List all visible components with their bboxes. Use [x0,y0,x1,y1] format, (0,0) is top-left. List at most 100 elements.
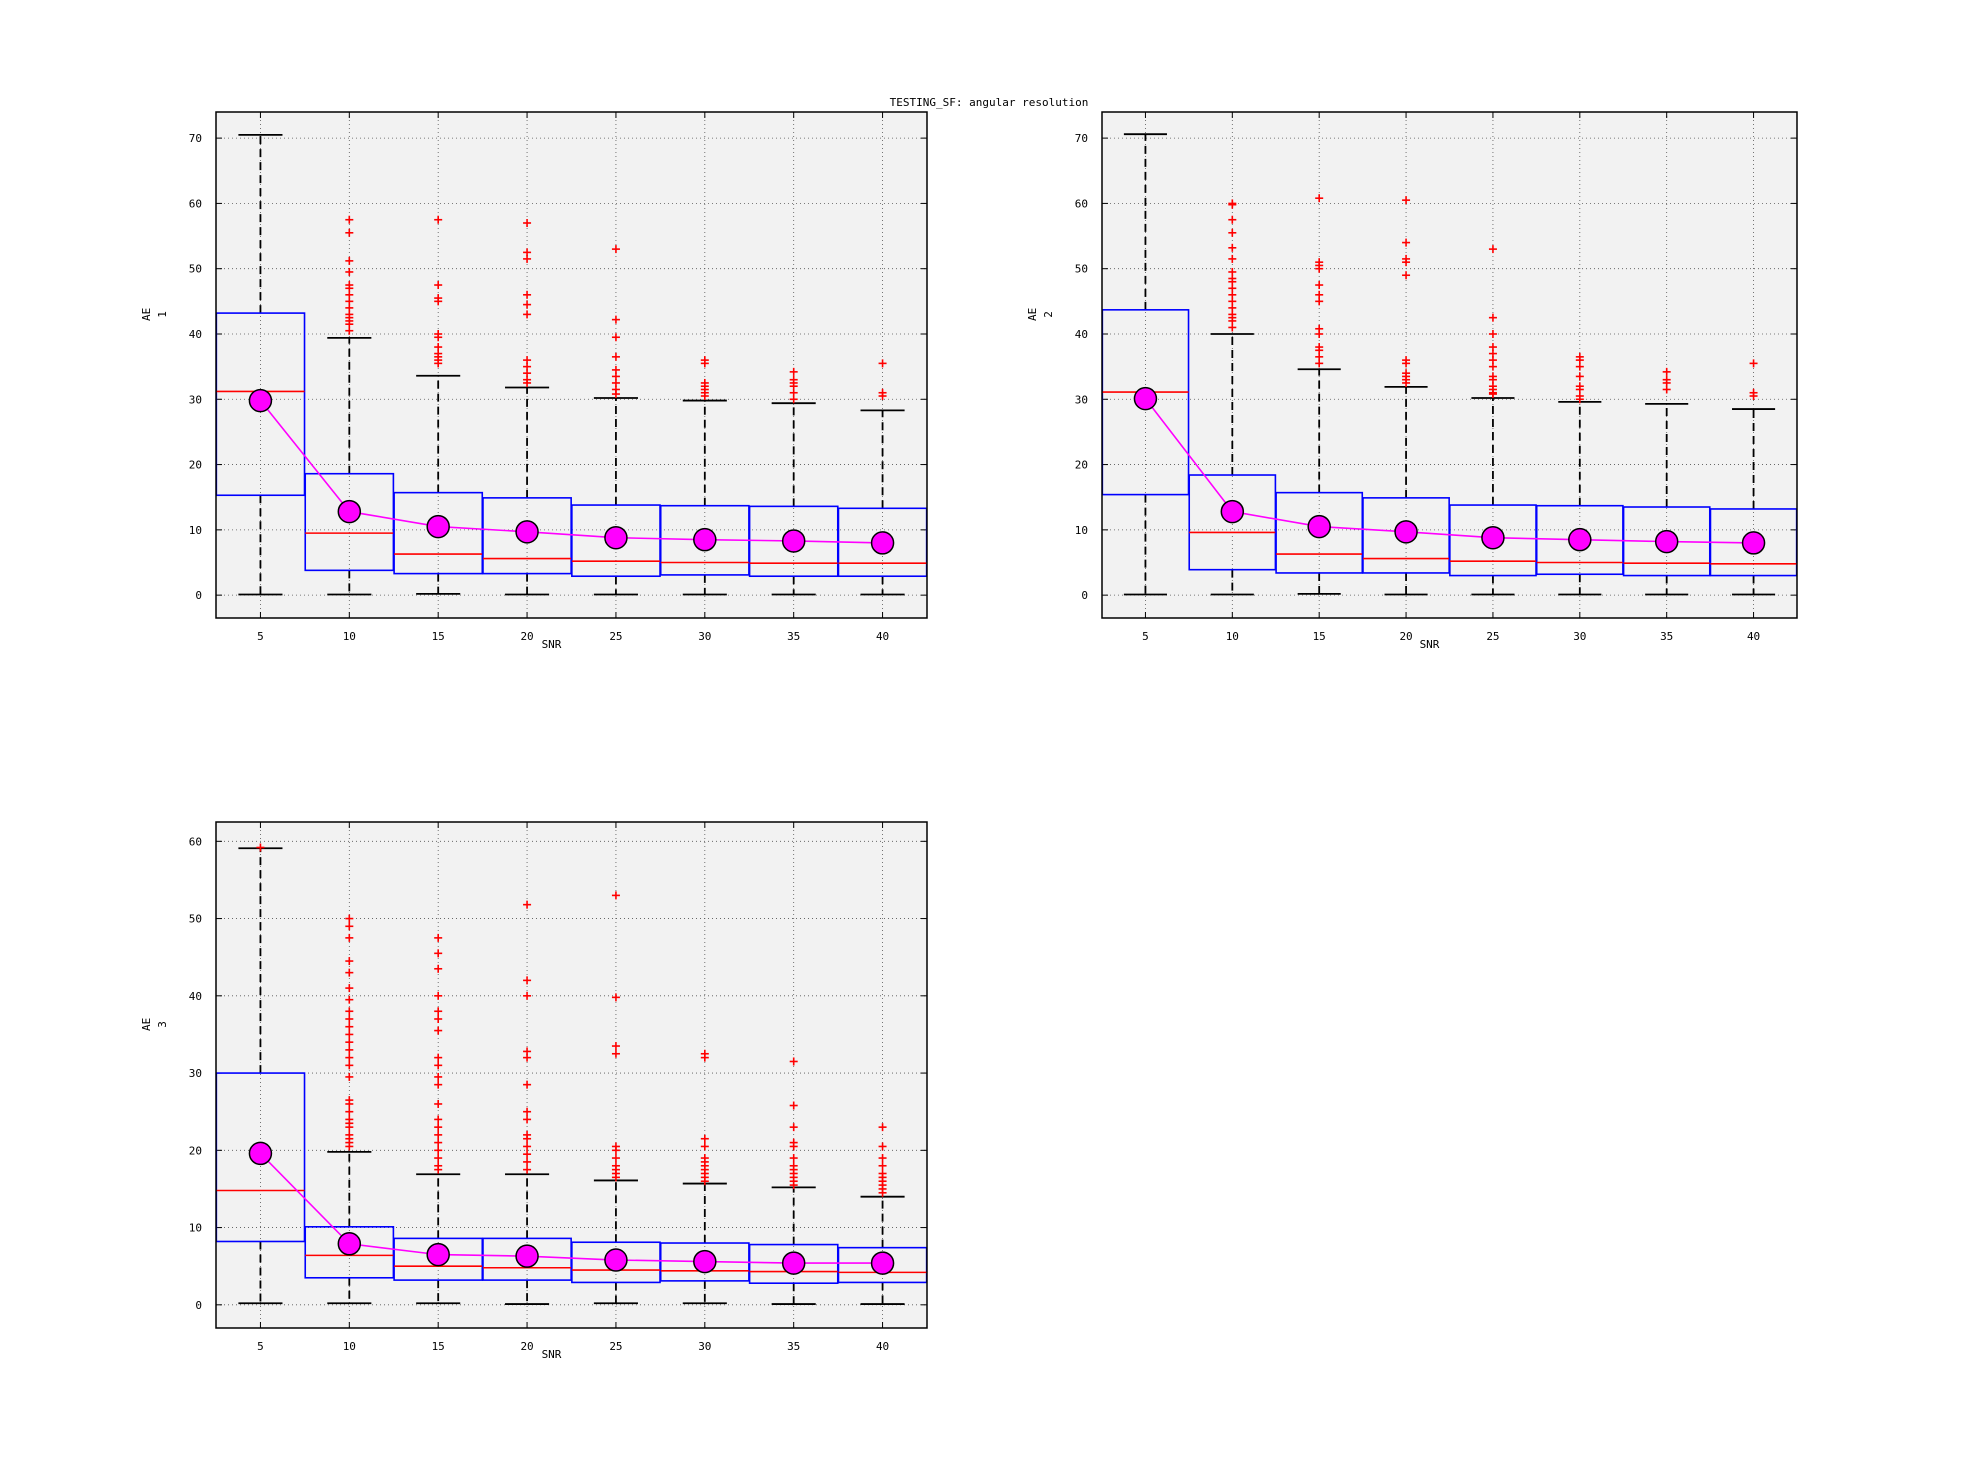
outlier-marker [1488,313,1497,322]
x-tick-label: 25 [1486,630,1499,643]
y-tick-label: 40 [189,990,202,1003]
x-tick-label: 40 [1747,630,1760,643]
y-tick-label: 40 [189,328,202,341]
x-tick-label: 20 [520,630,533,643]
mean-line [259,1152,883,1264]
outlier-marker [434,1130,443,1139]
y-axis-label-subscript: 2 [1042,311,1055,318]
outlier-marker [434,991,443,1000]
mean-marker [248,388,273,413]
outlier-marker [1228,228,1237,237]
mean-marker [248,1141,273,1166]
mean-marker [604,1248,628,1272]
x-axis-label: SNR [1420,638,1440,651]
outlier-marker [434,1154,443,1163]
outlier-marker [789,1154,798,1163]
outlier-marker [523,310,532,319]
outlier-marker [345,1130,354,1139]
outlier-marker [1488,343,1497,352]
outlier-marker [1488,329,1497,338]
outlier-marker [434,1072,443,1081]
mean-marker [870,531,895,555]
outlier-marker [1488,245,1497,254]
mean-marker [337,1232,362,1256]
outlier-marker [878,1154,887,1163]
x-tick-label: 15 [1313,630,1326,643]
outlier-marker [523,976,532,985]
mean-marker [1654,529,1679,554]
x-tick-label: 25 [609,1340,622,1353]
outlier-marker [345,922,354,931]
outlier-marker [1228,254,1237,263]
outlier-marker [700,1142,709,1151]
box-30 [659,356,750,596]
outlier-marker [1749,359,1758,368]
x-tick-label: 5 [257,630,264,643]
mean-marker [515,1244,539,1268]
outlier-marker [434,933,443,942]
y-axis-label: AE [140,1018,153,1031]
mean-marker [693,1249,717,1274]
outlier-marker [1402,369,1411,378]
outlier-marker [523,900,532,909]
outlier-marker [1228,243,1237,252]
outlier-marker [345,1038,354,1047]
outlier-marker [523,1115,532,1124]
outlier-marker [700,1049,709,1058]
box-15 [393,215,484,595]
x-tick-label: 35 [787,1340,800,1353]
x-tick-label: 35 [787,630,800,643]
outlier-marker [345,914,354,923]
outlier-marker [1662,375,1671,384]
mean-marker [1568,527,1592,552]
box-20 [482,900,572,1305]
outlier-marker [700,1154,709,1163]
y-tick-label: 50 [189,913,202,926]
x-tick-label: 35 [1660,630,1673,643]
outlier-marker [434,1053,443,1062]
plot-frame [215,821,928,1329]
x-tick-label: 10 [343,630,356,643]
box-35 [748,367,839,596]
chart-panel-2: 0 10 20 30 40 50 60 70 5 10 15 20 25 30 35 40 SNR AE 2 [1026,111,1798,651]
box-40 [1709,359,1798,596]
outlier-marker [345,968,354,977]
y-axis-label-subscript: 1 [156,311,169,318]
x-tick-label: 10 [1226,630,1239,643]
outlier-marker [434,343,443,352]
outlier-marker [1402,271,1411,280]
x-tick-label: 20 [1399,630,1412,643]
outlier-marker [611,245,620,254]
outlier-marker [700,1134,709,1143]
box-30 [1535,352,1624,596]
outlier-marker [1228,267,1237,276]
outlier-marker [345,215,354,224]
outlier-marker [789,1101,798,1110]
outlier-marker [1315,194,1324,203]
outlier-marker [434,1007,443,1016]
outlier-marker [345,281,354,290]
outlier-marker [611,333,620,342]
y-tick-label: 0 [1081,589,1088,602]
mean-marker [693,527,717,552]
mean-marker [1394,520,1418,544]
y-tick-label: 50 [1075,263,1088,276]
outlier-marker [1402,254,1411,263]
chart-panel-3: 0 10 20 30 40 50 60 5 10 15 20 25 30 35 40 SNR AE 3 [140,821,928,1361]
outlier-marker [611,1049,620,1058]
outlier-marker [345,1045,354,1054]
outlier-marker [345,1053,354,1062]
outlier-marker [1402,196,1411,205]
outlier-marker [434,1115,443,1124]
y-tick-label: 30 [189,393,202,406]
mean-marker [604,525,628,550]
mean-marker [1307,514,1331,539]
outlier-marker [611,1142,620,1151]
y-tick-label: 10 [1075,524,1088,537]
outlier-marker [345,933,354,942]
y-tick-label: 10 [189,1222,202,1235]
outlier-marker [523,1107,532,1116]
outlier-marker [345,1096,354,1105]
y-axis-label-subscript: 3 [156,1021,169,1028]
